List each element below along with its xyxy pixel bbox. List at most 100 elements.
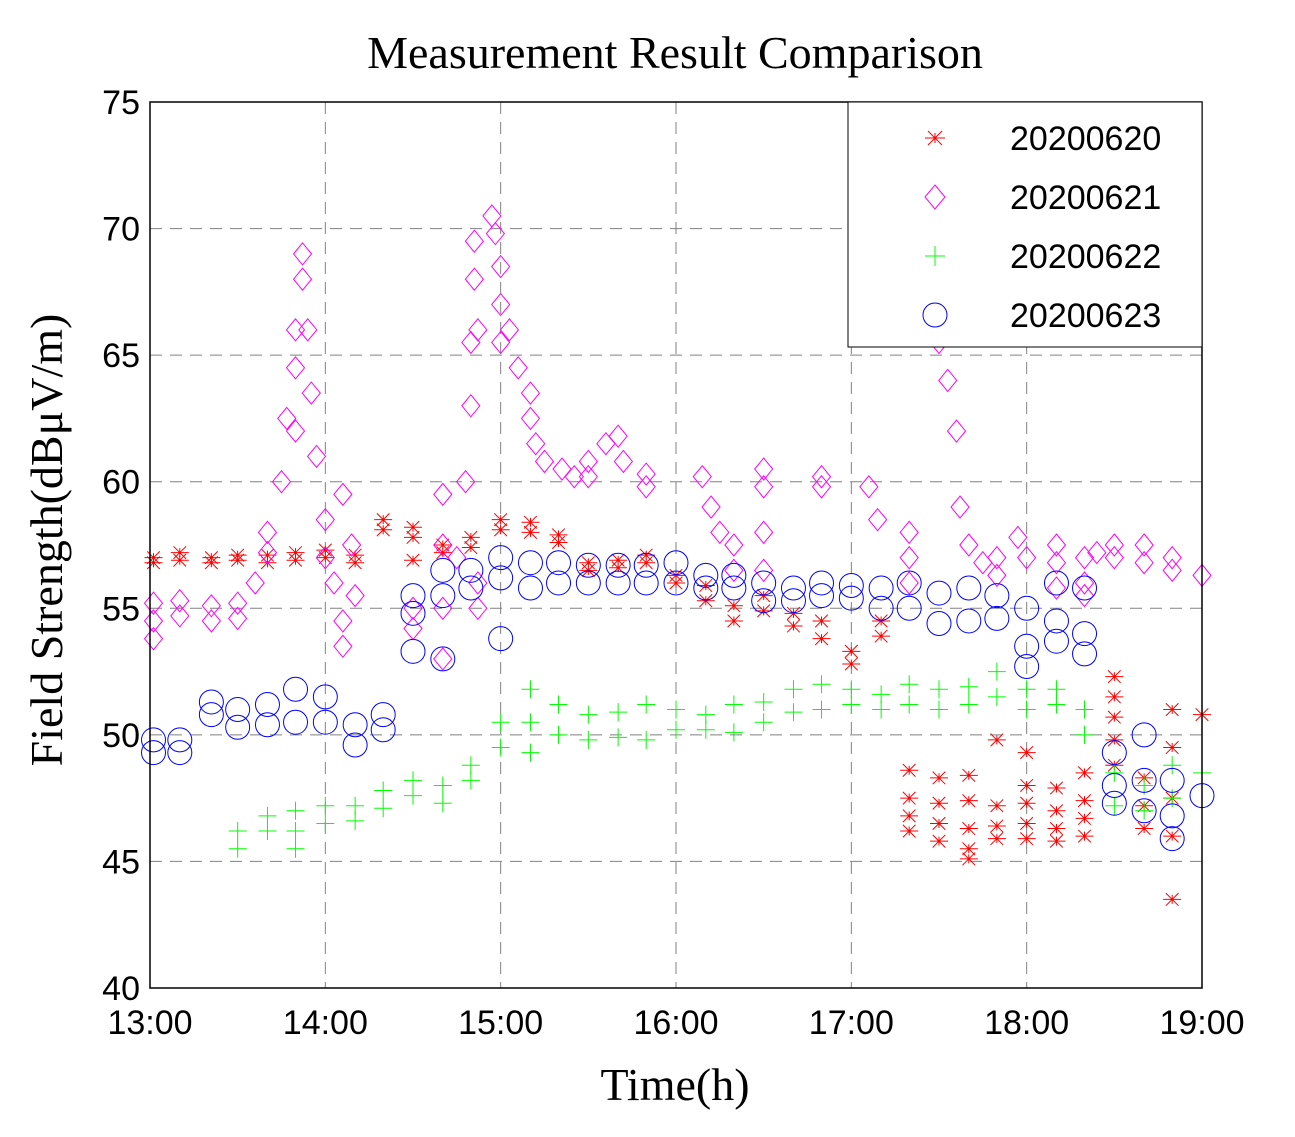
point-diamond [433, 482, 453, 507]
point-plus [433, 794, 452, 813]
point-circle [458, 557, 484, 583]
point-circle [1159, 826, 1185, 852]
point-asterisk [170, 553, 189, 567]
point-circle [896, 595, 922, 621]
point-plus [784, 680, 803, 699]
point-plus [930, 700, 948, 719]
point-plus [286, 839, 305, 858]
point-diamond [987, 545, 1007, 570]
point-plus [900, 675, 919, 694]
point-diamond [508, 356, 528, 380]
point-asterisk [346, 556, 365, 570]
point-plus [667, 700, 685, 719]
point-diamond [899, 520, 919, 545]
legend-label: 20200621 [1010, 179, 1161, 217]
point-diamond [341, 533, 362, 557]
point-plus [959, 695, 978, 714]
point-diamond [143, 591, 164, 616]
point-plus [812, 675, 831, 694]
point-plus [872, 700, 891, 719]
point-diamond [1074, 583, 1095, 608]
point-circle [575, 552, 601, 578]
point-diamond [143, 609, 164, 633]
point-plus [987, 687, 1006, 706]
point-plus [1017, 700, 1036, 719]
point-circle [868, 575, 894, 601]
point-plus [286, 822, 305, 841]
point-asterisk [724, 599, 743, 613]
point-circle [663, 550, 689, 576]
point-asterisk [1047, 834, 1066, 848]
point-circle [370, 717, 396, 743]
point-diamond [201, 593, 222, 618]
point-diamond [315, 545, 335, 570]
legend-label: 20200620 [1010, 120, 1161, 158]
point-asterisk [1047, 804, 1066, 818]
point-plus [579, 730, 598, 749]
point-diamond [292, 242, 313, 266]
point-asterisk [1017, 745, 1036, 760]
point-circle [721, 562, 747, 588]
legend-label: 20200623 [1010, 297, 1161, 335]
point-plus [754, 713, 773, 732]
point-asterisk [491, 513, 510, 527]
point-asterisk [724, 614, 743, 628]
point-circle [430, 583, 456, 609]
point-diamond [1008, 525, 1028, 550]
legend-item-20200623: 20200623 [922, 297, 1161, 335]
point-diamond [701, 495, 721, 519]
point-diamond [754, 457, 774, 481]
point-asterisk [433, 538, 452, 552]
point-diamond [499, 318, 520, 342]
point-asterisk [258, 548, 277, 562]
point-circle [1043, 628, 1069, 654]
point-diamond [1162, 545, 1182, 570]
point-asterisk [1105, 733, 1124, 747]
x-tick-label: 19:00 [1159, 1004, 1244, 1042]
point-diamond [859, 474, 879, 499]
point-asterisk [1163, 702, 1182, 717]
point-plus [987, 662, 1006, 681]
point-circle [1043, 570, 1069, 596]
point-circle [809, 570, 835, 596]
x-tick-label: 13:00 [107, 1004, 192, 1042]
point-asterisk [1017, 778, 1036, 793]
point-diamond [867, 507, 888, 532]
point-asterisk [784, 606, 803, 621]
point-asterisk [930, 771, 948, 785]
point-plus [1105, 763, 1124, 782]
point-asterisk [1105, 710, 1124, 724]
point-plus [316, 814, 335, 833]
point-asterisk [696, 594, 715, 608]
point-diamond [724, 533, 744, 557]
point-asterisk [900, 824, 919, 838]
point-diamond [899, 571, 919, 595]
point-plus [579, 705, 598, 724]
point-diamond [724, 558, 744, 583]
chart-title: Measurement Result Comparison [367, 27, 983, 78]
point-asterisk [521, 515, 540, 529]
legend-item-20200622: 20200622 [925, 238, 1161, 276]
point-circle [868, 595, 894, 621]
point-plus [1075, 725, 1094, 744]
point-diamond [468, 596, 488, 621]
point-asterisk [900, 763, 919, 777]
point-asterisk [491, 523, 510, 537]
point-plus [316, 796, 335, 815]
point-circle [488, 565, 514, 591]
point-asterisk [696, 578, 715, 593]
point-plus [754, 692, 773, 711]
point-plus [900, 695, 919, 714]
point-diamond [298, 318, 318, 342]
point-circle [663, 570, 689, 596]
point-diamond [596, 431, 616, 456]
point-circle [283, 676, 309, 702]
legend-marker-circle [922, 302, 948, 328]
point-plus [521, 713, 540, 732]
point-diamond [520, 406, 541, 431]
point-diamond [938, 368, 958, 393]
point-plus [784, 703, 803, 722]
point-diamond [464, 229, 485, 254]
point-diamond [433, 596, 453, 621]
point-asterisk [374, 523, 393, 537]
